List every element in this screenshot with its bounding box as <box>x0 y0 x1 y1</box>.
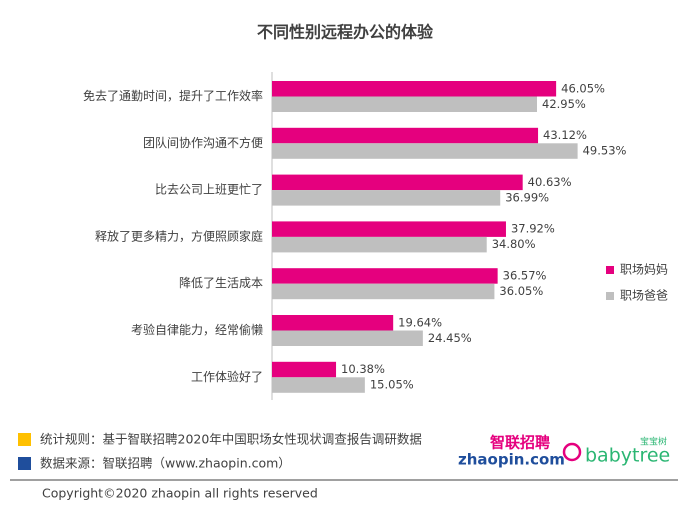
legend-swatch <box>606 266 614 274</box>
logo: babytree <box>585 445 670 467</box>
bar <box>272 283 495 300</box>
value-label: 43.12% <box>543 128 587 142</box>
value-label: 42.95% <box>542 97 586 111</box>
y-tick-label: 团队间协作沟通不方便 <box>143 135 263 150</box>
bar <box>272 236 487 253</box>
y-tick-label: 工作体验好了 <box>191 369 263 384</box>
bar <box>272 190 501 206</box>
bar <box>272 330 423 346</box>
value-label: 36.99% <box>505 190 549 204</box>
y-tick-label: 比去公司上班更忙了 <box>155 183 263 197</box>
bar <box>272 143 578 159</box>
legend-label: 职场爸爸 <box>620 289 668 303</box>
bar <box>272 377 365 393</box>
note-icon <box>18 433 31 446</box>
bar <box>272 315 394 331</box>
value-label: 10.38% <box>341 362 385 376</box>
note-text: 统计规则：基于智联招聘2020年中国职场女性现状调查报告调研数据 <box>40 432 422 447</box>
value-label: 46.05% <box>561 81 605 95</box>
value-label: 19.64% <box>398 315 442 329</box>
copyright: Copyright©2020 zhaopin all rights reserv… <box>42 486 318 501</box>
logo: 宝宝树 <box>640 436 667 448</box>
bar <box>272 174 523 191</box>
note-icon <box>18 457 31 470</box>
y-tick-label: 免去了通勤时间，提升了工作效率 <box>83 88 263 103</box>
bar <box>272 221 506 237</box>
value-label: 34.80% <box>492 237 536 251</box>
note-text: 数据来源：智联招聘（www.zhaopin.com） <box>40 456 291 471</box>
value-label: 36.57% <box>503 268 547 282</box>
logo-icon <box>562 442 582 462</box>
legend-label: 职场妈妈 <box>620 263 668 277</box>
bar <box>272 361 337 378</box>
y-tick-label: 释放了更多精力，方便照顾家庭 <box>95 228 263 243</box>
bar <box>272 268 498 284</box>
value-label: 15.05% <box>370 378 414 392</box>
y-tick-label: 考验自律能力，经常偷懒 <box>131 322 263 337</box>
bar <box>272 96 538 112</box>
value-label: 37.92% <box>511 222 555 236</box>
legend-swatch <box>606 292 614 300</box>
bar <box>272 81 557 97</box>
value-label: 36.05% <box>499 284 543 298</box>
value-label: 40.63% <box>528 175 572 189</box>
value-label: 24.45% <box>428 331 472 345</box>
bar <box>272 127 539 144</box>
logo: 智联招聘 <box>490 434 550 452</box>
chart-title: 不同性别远程办公的体验 <box>257 23 434 42</box>
logo: zhaopin.com <box>458 451 565 469</box>
value-label: 49.53% <box>583 144 627 158</box>
y-tick-label: 降低了生活成本 <box>179 276 263 290</box>
